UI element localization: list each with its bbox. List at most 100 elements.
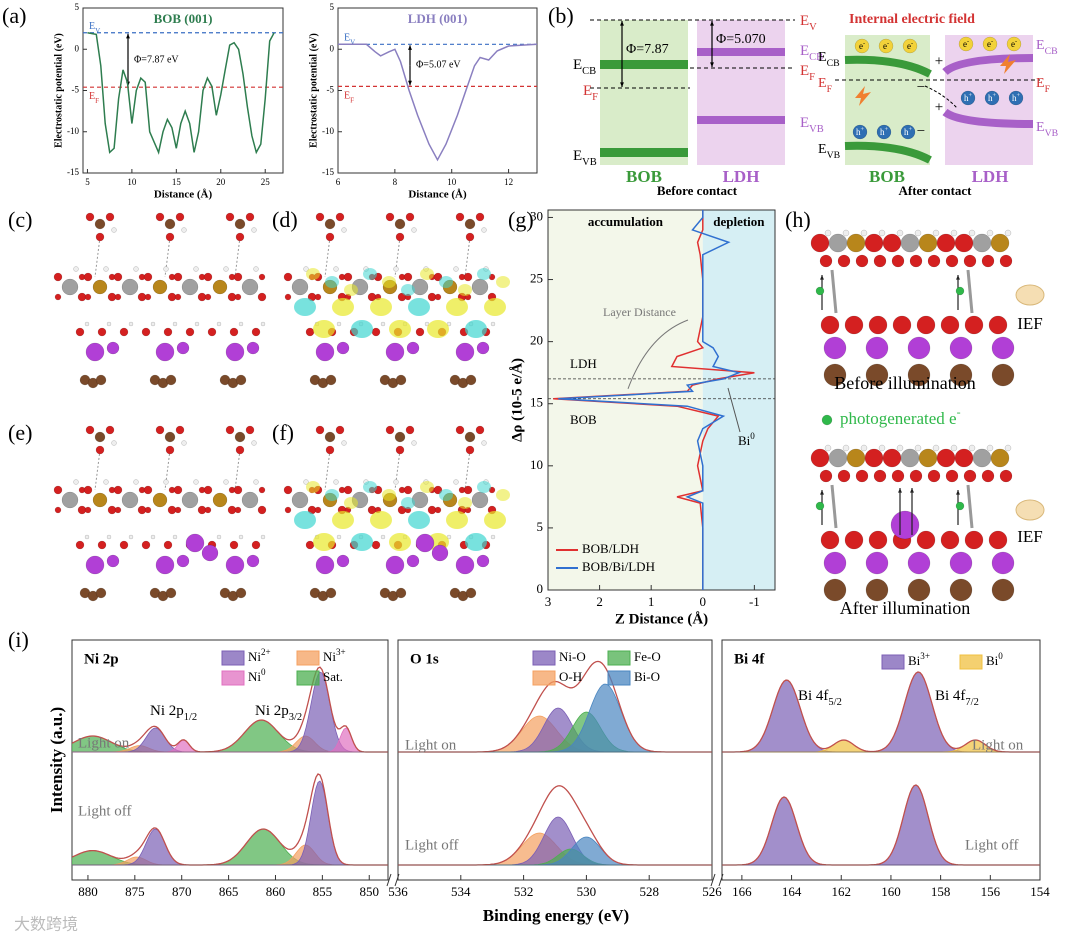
atom — [113, 272, 123, 282]
legend-label-base: Ni — [248, 649, 261, 664]
atom — [860, 229, 868, 237]
atom — [193, 266, 199, 272]
envelope — [72, 773, 388, 866]
atom — [395, 587, 407, 599]
atom — [964, 530, 984, 550]
atom — [949, 363, 973, 387]
label: EVB — [1036, 120, 1059, 139]
atom — [172, 534, 178, 540]
atom — [455, 425, 465, 435]
atom — [395, 445, 405, 455]
atom — [395, 232, 405, 242]
x-tick-label: 875 — [125, 884, 145, 899]
atom — [303, 479, 309, 485]
atom — [163, 266, 169, 272]
atom — [393, 266, 399, 272]
atom — [394, 431, 406, 443]
x-tick-label: 2 — [596, 594, 603, 609]
atom — [201, 544, 219, 562]
atom — [324, 218, 336, 230]
atom — [907, 363, 931, 387]
legend-swatch — [607, 650, 631, 666]
conduction-band — [844, 55, 932, 78]
peak-label: Bi 4f7/2 — [935, 688, 979, 707]
atom — [860, 444, 868, 452]
atom — [844, 530, 864, 550]
atom — [165, 587, 177, 599]
charge-density — [389, 320, 411, 338]
atom — [823, 336, 847, 360]
electron-label: e- — [859, 40, 865, 51]
x-tick-label: 12 — [504, 177, 513, 187]
charge-density — [332, 511, 354, 529]
label-base: E — [818, 142, 827, 157]
label: EF — [800, 63, 815, 82]
level-label-sub: F — [95, 97, 99, 105]
electron — [958, 36, 974, 52]
y-axis-label: Electrostatic potential (eV) — [308, 33, 319, 148]
atom — [972, 233, 992, 253]
level-label-sub: V — [350, 38, 355, 46]
atom — [986, 444, 994, 452]
legend-swatch — [959, 654, 983, 670]
atom — [73, 479, 79, 485]
y-tick-label: 30 — [530, 208, 543, 223]
atom — [927, 254, 941, 268]
atom — [174, 293, 182, 301]
atom — [238, 534, 244, 540]
charge-density — [306, 481, 320, 493]
atom — [464, 431, 476, 443]
atom — [164, 431, 176, 443]
atom — [258, 273, 266, 281]
atom — [303, 266, 309, 272]
electron-label-sup: - — [1015, 38, 1017, 45]
atom — [380, 321, 386, 327]
atom — [194, 321, 200, 327]
atom — [990, 448, 1010, 468]
legend-label: Ni0 — [248, 667, 266, 684]
x-tick-label: 526 — [702, 884, 722, 899]
legend-label-sup: 3+ — [336, 647, 346, 657]
atom — [284, 506, 292, 514]
x-tick-label: 1 — [648, 594, 655, 609]
atom — [176, 554, 190, 568]
atom — [133, 479, 139, 485]
x-tick-label: 850 — [359, 884, 379, 899]
hole-label: h+ — [1012, 92, 1021, 103]
atom — [950, 444, 958, 452]
charge-density — [427, 320, 449, 338]
atom — [865, 336, 889, 360]
legend-label: Bi-O — [634, 669, 660, 684]
atom — [173, 485, 183, 495]
atom — [204, 293, 212, 301]
bob-region — [600, 20, 688, 165]
valence-band — [697, 116, 785, 124]
charge-density — [420, 268, 434, 280]
label: + — [935, 53, 943, 69]
y-axis-label: Electrostatic potential (eV) — [53, 33, 64, 148]
charge-density — [458, 497, 472, 509]
atom — [823, 363, 847, 387]
atom — [964, 315, 984, 335]
atom — [54, 293, 62, 301]
charge-density — [306, 268, 320, 280]
hole — [852, 124, 868, 140]
peak-label-sub: 5/2 — [828, 697, 841, 708]
legend-label: Ni2+ — [248, 647, 271, 664]
bond — [464, 449, 471, 491]
label: Φ=7.87 — [626, 42, 669, 57]
atom — [103, 479, 109, 485]
atom — [235, 232, 245, 242]
x-tick-label: 10 — [447, 177, 457, 187]
atom — [465, 232, 475, 242]
atom — [380, 534, 386, 540]
atom — [991, 363, 1015, 387]
atom — [868, 530, 888, 550]
atom — [810, 448, 830, 468]
annotation-arrow — [627, 319, 689, 389]
atom — [185, 327, 195, 337]
label: EF — [583, 83, 598, 102]
y-tick-label: 5 — [330, 2, 335, 12]
atom — [411, 278, 429, 296]
atom — [385, 342, 405, 362]
